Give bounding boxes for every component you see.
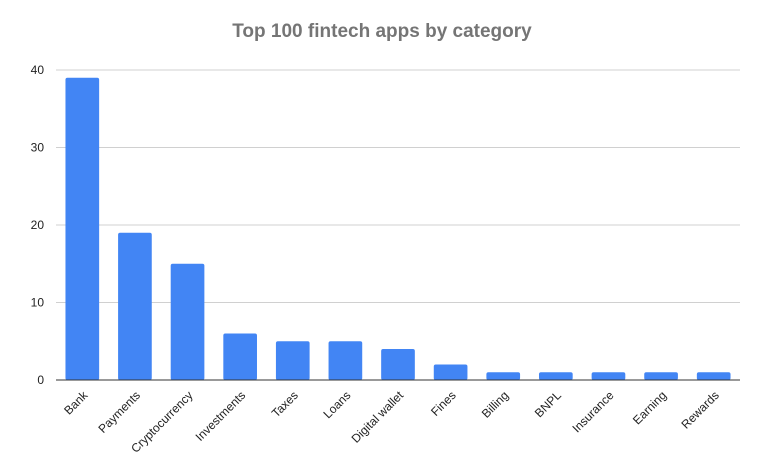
bar [539, 372, 573, 380]
y-tick-label: 10 [31, 296, 45, 310]
y-tick-label: 40 [31, 63, 45, 77]
bar [591, 372, 626, 380]
y-tick-label: 0 [37, 373, 44, 387]
bar [644, 372, 678, 380]
x-tick-label: Insurance [569, 388, 616, 435]
x-tick-label: Fines [428, 388, 459, 419]
bar [486, 372, 521, 380]
bar [65, 77, 100, 380]
y-tick-label: 30 [31, 141, 45, 155]
x-tick-label: Earning [630, 388, 669, 427]
x-tick-label: Taxes [269, 388, 301, 420]
x-tick-label: Digital wallet [349, 388, 407, 446]
x-tick-label: Investments [193, 388, 249, 444]
x-tick-label: Bank [61, 388, 91, 418]
x-tick-label: Loans [320, 388, 353, 421]
x-tick-label: Rewards [678, 388, 721, 431]
bar [696, 372, 731, 380]
bar [118, 232, 152, 380]
bar [223, 333, 257, 380]
x-tick-label: Payments [95, 388, 143, 436]
bar [328, 341, 363, 380]
chart-title: Top 100 fintech apps by category [232, 21, 532, 42]
bar [170, 263, 205, 380]
bar [433, 364, 468, 380]
x-tick-label: BNPL [532, 388, 564, 420]
y-tick-label: 20 [31, 218, 45, 232]
bar [275, 341, 310, 380]
bar [381, 349, 415, 380]
x-tick-label: Billing [479, 388, 512, 421]
